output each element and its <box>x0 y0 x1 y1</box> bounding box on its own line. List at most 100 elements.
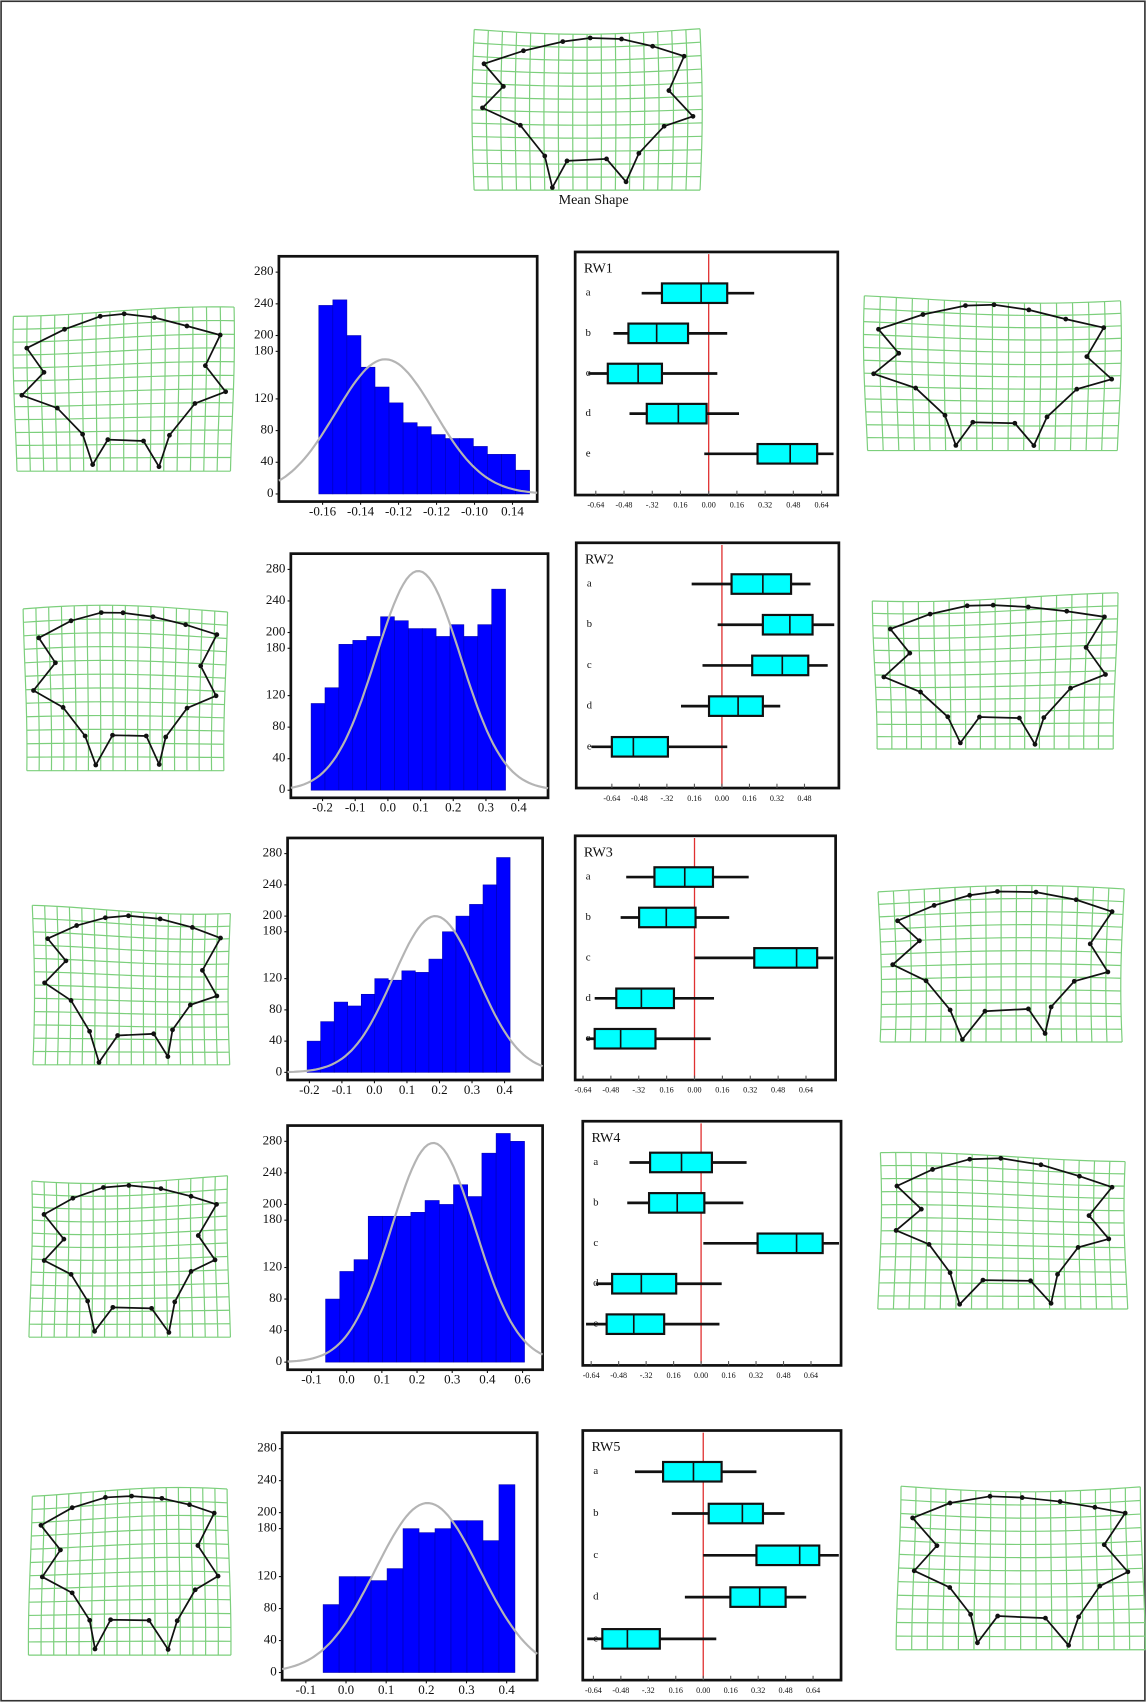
grid-line-horizontal <box>31 1514 228 1524</box>
box <box>756 442 819 465</box>
bar <box>402 422 418 495</box>
grid-line-horizontal <box>474 28 701 35</box>
grid-line-horizontal <box>30 1296 230 1300</box>
x-tick-label: 0.4 <box>499 1682 516 1697</box>
x-tick-label: 0.00 <box>715 794 729 803</box>
shape-outline <box>43 914 222 1065</box>
bar <box>402 1528 420 1673</box>
landmark <box>42 980 47 986</box>
grid-line-horizontal <box>881 1015 1122 1018</box>
grid-line-horizontal <box>881 1204 1124 1212</box>
landmark <box>218 935 223 941</box>
mean-shape-label: Mean Shape <box>559 192 629 208</box>
grid-line-horizontal <box>13 361 235 369</box>
grid-line-horizontal <box>25 687 225 692</box>
landmark <box>1071 978 1077 984</box>
bar <box>482 1540 500 1673</box>
grid-line-horizontal <box>874 670 1116 676</box>
landmark <box>1043 1615 1048 1621</box>
y-tick-label: 120 <box>263 970 283 985</box>
shape-outline <box>891 890 1114 1042</box>
landmark <box>159 1495 165 1501</box>
bar <box>370 1580 388 1673</box>
landmark <box>69 1505 75 1511</box>
x-tick-label: -.32 <box>646 501 659 510</box>
shape-outline <box>20 312 228 469</box>
grid-line-horizontal <box>32 1500 228 1511</box>
landmark <box>90 462 96 468</box>
grid-line-horizontal <box>26 714 225 719</box>
landmark <box>681 53 687 59</box>
x-tick-label: -0.64 <box>603 794 620 803</box>
landmark <box>68 998 74 1003</box>
landmark <box>1033 889 1039 895</box>
box <box>751 654 810 677</box>
category-label: c <box>587 659 592 671</box>
grid-line-horizontal <box>896 1608 1145 1611</box>
x-tick-label: 0.1 <box>412 800 428 815</box>
category-label: b <box>593 1507 599 1519</box>
box <box>707 1502 765 1525</box>
bar <box>338 644 354 791</box>
grid-line-horizontal <box>880 1243 1125 1249</box>
y-tick-label: 40 <box>269 1322 283 1337</box>
grid-line-horizontal <box>23 618 228 626</box>
grid-line-horizontal <box>32 1486 228 1497</box>
y-tick-label: 0 <box>267 485 274 500</box>
box <box>761 613 814 636</box>
y-tick-label: 280 <box>257 1440 277 1455</box>
bar <box>401 970 416 1073</box>
grid-line-horizontal <box>472 149 702 152</box>
grid-line-horizontal <box>13 388 234 395</box>
bar <box>496 857 511 1073</box>
landmark <box>62 326 67 332</box>
landmark <box>82 733 88 739</box>
x-tick-label: 0.16 <box>669 1686 683 1695</box>
landmark <box>189 925 195 930</box>
grid-line-horizontal <box>31 1175 228 1185</box>
bar <box>318 305 334 495</box>
box-plot: RW2 a b c d e -0.64 -0.48 -.32 0.16 0.00 0.16 0.32 0.… <box>574 541 841 803</box>
y-tick-label: 40 <box>269 1032 283 1047</box>
landmark <box>926 1241 932 1247</box>
y-tick-label: 200 <box>263 1195 283 1210</box>
deformation-grid <box>12 306 236 472</box>
landmark <box>165 1647 171 1652</box>
category-label: d <box>585 407 591 419</box>
shape-outline <box>871 303 1114 448</box>
landmark <box>184 705 190 711</box>
landmark <box>188 1269 194 1274</box>
landmark <box>1064 608 1070 614</box>
grid-line-horizontal <box>872 618 1118 627</box>
landmark <box>149 1305 154 1311</box>
grid-line-horizontal <box>875 683 1115 689</box>
landmark <box>1025 1006 1031 1012</box>
grid-line-horizontal <box>15 429 232 434</box>
landmark <box>92 1328 97 1334</box>
grid-line-horizontal <box>878 1282 1127 1285</box>
bar <box>354 1576 372 1673</box>
y-tick-label: 200 <box>257 1504 277 1519</box>
x-tick-label: 0.1 <box>378 1682 394 1697</box>
landmark <box>63 958 69 964</box>
grid-line-horizontal <box>881 1177 1125 1187</box>
x-tick-label: 0.00 <box>694 1371 708 1380</box>
grid-line-horizontal <box>877 735 1114 738</box>
grid-line-horizontal <box>32 1215 228 1223</box>
box <box>601 1628 661 1650</box>
landmark <box>876 326 881 332</box>
bar <box>482 884 497 1073</box>
grid-line-horizontal <box>865 411 1120 415</box>
landmark <box>907 650 913 656</box>
landmark <box>167 432 172 438</box>
grid-line-horizontal <box>26 742 224 745</box>
landmark <box>1066 1642 1071 1648</box>
grid-line-horizontal <box>865 398 1120 403</box>
bar <box>421 628 437 791</box>
landmark <box>102 915 108 921</box>
landmark <box>957 740 963 746</box>
shape-outline <box>882 604 1107 747</box>
category-label: d <box>585 992 591 1004</box>
y-tick-label: 180 <box>263 923 283 938</box>
